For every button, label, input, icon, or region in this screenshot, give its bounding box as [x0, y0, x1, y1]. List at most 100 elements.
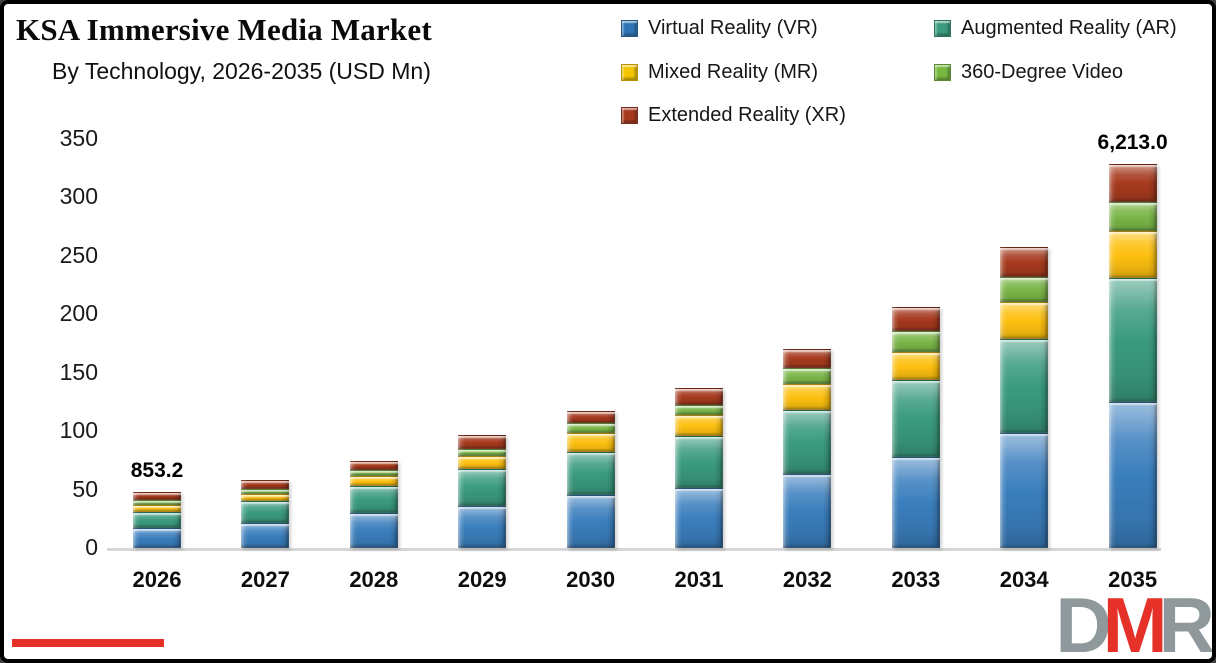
bar-segment — [675, 388, 723, 406]
legend-label: Extended Reality (XR) — [648, 104, 846, 126]
bar-segment — [1108, 163, 1157, 203]
legend-swatch-icon — [934, 20, 951, 37]
y-tick-label: 300 — [59, 183, 98, 210]
stacked-bar-2027 — [241, 480, 290, 548]
bar-segment — [675, 435, 723, 489]
bar-segment — [133, 505, 181, 512]
legend-item: 360-Degree Video — [934, 61, 1123, 84]
bar-segment — [241, 480, 290, 489]
bar-segment — [1108, 401, 1157, 548]
y-tick-label: 250 — [59, 241, 98, 268]
legend-item: Extended Reality (XR) — [621, 104, 846, 127]
legend-label: 360-Degree Video — [961, 61, 1123, 83]
bar-segment — [349, 512, 398, 548]
x-axis-label: 2027 — [240, 567, 290, 592]
dmr-logo: DMR — [1055, 581, 1212, 663]
bar-segment — [1000, 302, 1049, 339]
bar-segment — [1000, 433, 1049, 548]
logo-letter-m: M — [1102, 581, 1168, 663]
bar-segment — [241, 493, 290, 501]
bar-segment — [566, 452, 615, 496]
bar-segment — [458, 434, 507, 449]
bar-segment — [675, 405, 723, 416]
bar-segment — [1000, 338, 1049, 434]
bar-segment — [891, 379, 940, 457]
stacked-bar-2033 — [891, 306, 940, 548]
x-axis-label: 2031 — [674, 567, 724, 592]
x-axis-label: 2026 — [132, 567, 182, 592]
legend-item: Mixed Reality (MR) — [621, 61, 818, 84]
bar-segment — [1000, 247, 1049, 278]
bar-segment — [783, 348, 832, 369]
bar-segment — [133, 511, 181, 528]
legend-swatch-icon — [621, 20, 638, 37]
logo-red-bar — [12, 639, 164, 647]
chart-title: KSA Immersive Media Market — [16, 12, 432, 47]
x-axis-label: 2034 — [999, 567, 1049, 592]
x-axis-label: 2033 — [891, 567, 941, 592]
bar-segment — [1108, 202, 1157, 232]
bar-segment — [349, 486, 398, 513]
bar-segment — [133, 500, 181, 506]
stacked-bar-2026 — [133, 492, 181, 548]
bar-segment — [566, 495, 615, 548]
y-tick-label: 100 — [59, 417, 98, 444]
bar-segment — [133, 527, 181, 548]
stacked-bar-2032 — [783, 348, 832, 548]
legend-label: Virtual Reality (VR) — [648, 17, 818, 39]
bar-segment — [241, 488, 290, 494]
bar-segment — [783, 384, 832, 411]
stacked-bar-2031 — [675, 388, 723, 548]
bar-segment — [783, 474, 832, 548]
bar-segment — [133, 492, 181, 501]
stacked-bar-2030 — [566, 410, 615, 548]
legend-swatch-icon — [621, 107, 638, 124]
y-tick-label: 50 — [72, 475, 98, 502]
bar-segment — [458, 505, 507, 548]
y-tick-label: 350 — [59, 125, 98, 151]
logo-letter-r: R — [1158, 581, 1212, 663]
bar-segment — [783, 368, 832, 385]
x-axis-label: 2035 — [1108, 567, 1158, 592]
bar-segment — [566, 432, 615, 453]
legend-item: Virtual Reality (VR) — [621, 17, 818, 40]
logo-letter-d: D — [1055, 581, 1111, 663]
legend-label: Mixed Reality (MR) — [648, 61, 819, 83]
bar-segment — [349, 476, 398, 487]
bar-segment — [1000, 277, 1049, 303]
stacked-bar-2034 — [1000, 247, 1049, 548]
bar-segment — [1108, 231, 1157, 279]
x-axis-line — [107, 548, 1161, 551]
legend-swatch-icon — [934, 64, 951, 81]
bar-segment — [566, 410, 615, 423]
bar-segment — [783, 410, 832, 475]
bar-segment — [349, 469, 398, 477]
bar-segment — [891, 330, 940, 352]
bar-segment — [241, 522, 290, 548]
bar-segment — [458, 448, 507, 456]
stacked-bar-2029 — [458, 434, 507, 548]
stacked-bar-2028 — [349, 460, 398, 548]
bar-segment — [891, 306, 940, 331]
bar-segment — [891, 351, 940, 380]
bar-segment — [349, 460, 398, 470]
y-tick-label: 150 — [59, 358, 98, 385]
bar-segment — [566, 422, 615, 433]
bar-segment — [675, 415, 723, 436]
y-tick-label: 0 — [85, 534, 98, 560]
legend-swatch-icon — [621, 64, 638, 81]
chart-subtitle: By Technology, 2026-2035 (USD Mn) — [52, 58, 431, 84]
x-axis-label: 2028 — [349, 567, 399, 592]
legend-item: Augmented Reality (AR) — [934, 17, 1177, 40]
x-axis-label: 2030 — [566, 567, 616, 592]
y-tick-label: 200 — [59, 300, 98, 327]
bar-data-label: 853.2 — [130, 459, 184, 483]
bar-data-label: 6,213.0 — [1097, 130, 1168, 154]
x-axis-label: 2032 — [782, 567, 832, 592]
bar-segment — [891, 456, 940, 548]
x-axis-label: 2029 — [457, 567, 507, 592]
bar-segment — [458, 469, 507, 506]
bar-segment — [458, 455, 507, 470]
stacked-bar-2035 — [1108, 163, 1157, 548]
legend-label: Augmented Reality (AR) — [961, 17, 1177, 39]
